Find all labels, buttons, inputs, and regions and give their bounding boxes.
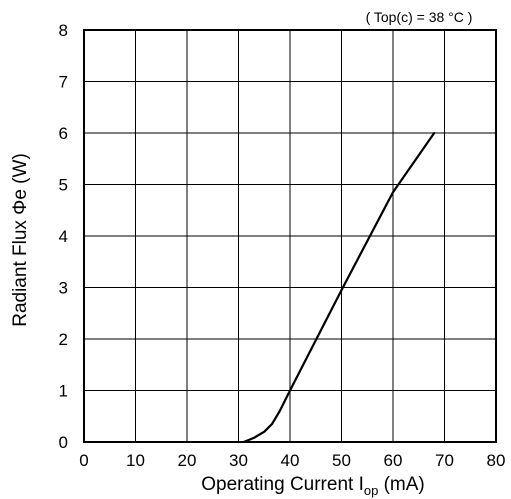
x-axis-label-unit: (mA) [378,474,424,495]
y-tick-label: 2 [59,330,68,349]
y-tick-label: 4 [59,227,68,246]
y-tick-label: 8 [59,21,68,40]
y-tick-label: 7 [59,73,68,92]
x-tick-labels: 0 10 20 30 40 50 60 70 80 [79,451,505,470]
y-axis-label: Radiant Flux Φe (W) [10,153,31,327]
x-tick-label: 0 [79,451,88,470]
x-axis-label: Operating Current Iop (mA) [201,474,425,498]
y-tick-label: 5 [59,176,68,195]
chart-grid [83,29,497,443]
x-tick-label: 20 [178,451,197,470]
y-tick-label: 6 [59,124,68,143]
x-tick-label: 30 [229,451,248,470]
x-axis-label-sub: op [364,483,378,498]
x-tick-label: 50 [332,451,351,470]
y-tick-labels: 0 1 2 3 4 5 6 7 8 [59,21,68,452]
x-tick-label: 40 [281,451,300,470]
x-tick-label: 80 [487,451,506,470]
y-tick-label: 1 [59,382,68,401]
series-line [242,131,436,444]
plot-frame [83,29,497,443]
x-tick-label: 10 [126,451,145,470]
condition-label-bg [340,9,498,27]
x-tick-label: 70 [435,451,454,470]
y-tick-label: 0 [59,433,68,452]
x-tick-label: 60 [384,451,403,470]
y-tick-label: 3 [59,279,68,298]
condition-label: ( Top(c) = 38 °C ) [366,9,473,25]
x-axis-label-main: Operating Current I [201,474,364,495]
